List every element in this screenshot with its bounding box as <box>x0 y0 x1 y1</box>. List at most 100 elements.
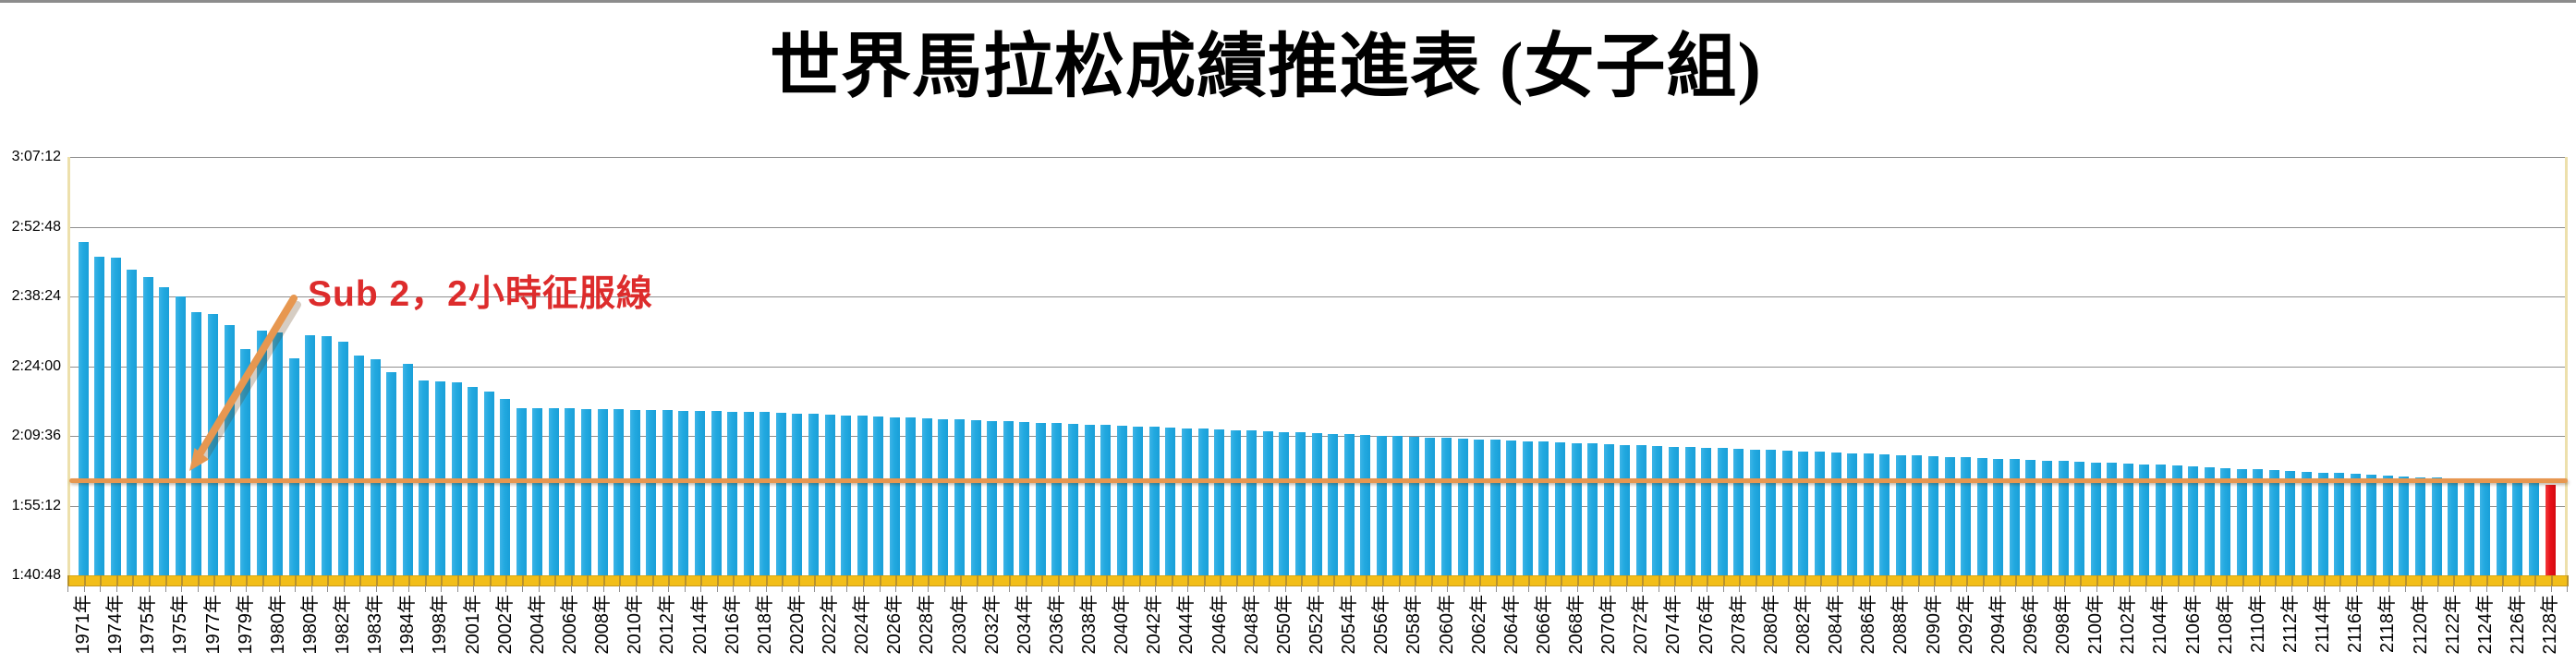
bar <box>1019 422 1030 575</box>
axis-band-separator <box>1074 575 1076 586</box>
bar <box>386 372 397 575</box>
x-axis-label: 2110年 <box>2247 595 2268 654</box>
bar <box>159 287 170 575</box>
axis-band-separator <box>1430 575 1433 586</box>
bar <box>175 296 186 575</box>
x-axis-tick <box>1576 586 1578 592</box>
bar <box>1392 436 1403 575</box>
bar <box>500 398 511 575</box>
axis-band-separator <box>2453 575 2456 586</box>
bar <box>1084 424 1095 575</box>
bar <box>987 420 998 575</box>
x-axis-tick <box>830 586 832 592</box>
x-axis-label: 2088年 <box>1890 595 1912 655</box>
x-axis-label: 2090年 <box>1923 595 1944 655</box>
axis-band-separator <box>1220 575 1222 586</box>
axis-band-separator <box>2161 575 2164 586</box>
x-axis-tick <box>456 586 458 592</box>
x-axis-tick <box>1496 586 1497 592</box>
axis-band-separator <box>684 575 687 586</box>
bar <box>629 409 640 575</box>
x-axis-tick <box>2567 586 2569 592</box>
x-axis-tick <box>83 586 85 592</box>
bar <box>354 355 365 575</box>
bar <box>1328 433 1339 575</box>
x-axis-label: 2048年 <box>1241 595 1262 655</box>
bar <box>1652 445 1663 575</box>
bar <box>954 419 966 575</box>
bar <box>305 334 316 575</box>
bar <box>2058 461 2069 575</box>
axis-band-separator <box>149 575 152 586</box>
axis-band-separator <box>1252 575 1255 586</box>
x-axis-label: 2128年 <box>2540 595 2561 655</box>
axis-band-separator <box>1853 575 1855 586</box>
bar <box>127 270 138 575</box>
bar <box>597 408 608 575</box>
axis-band-separator <box>1089 575 1092 586</box>
bar <box>1944 456 1955 575</box>
axis-band-separator <box>1561 575 1563 586</box>
bar <box>240 348 251 575</box>
x-axis-label: 1977年 <box>202 595 224 655</box>
axis-band-separator <box>456 575 459 586</box>
axis-band-separator <box>862 575 865 586</box>
x-axis-tick <box>651 586 653 592</box>
bar <box>2431 477 2442 575</box>
axis-band-separator <box>619 575 622 586</box>
bar <box>1522 441 1533 575</box>
x-axis-tick <box>2129 586 2131 592</box>
x-axis-tick <box>1999 586 2000 592</box>
bar <box>889 417 900 575</box>
x-axis-tick <box>1869 586 1871 592</box>
x-axis-tick <box>748 586 750 592</box>
x-axis-tick <box>392 586 394 592</box>
axis-band-separator <box>392 575 395 586</box>
bar <box>2236 468 2247 575</box>
axis-band-separator <box>2177 575 2180 586</box>
axis-band-separator <box>1041 575 1044 586</box>
bar <box>256 330 267 575</box>
axis-band-separator <box>2518 575 2521 586</box>
x-axis-tick <box>115 586 117 592</box>
bar <box>2188 466 2199 575</box>
bar <box>1815 452 1826 575</box>
x-axis-tick <box>2177 586 2179 592</box>
bar <box>1311 432 1322 575</box>
x-axis-tick <box>765 586 767 592</box>
x-axis-label: 2008年 <box>592 595 614 655</box>
x-axis-label: 2054年 <box>1339 595 1360 655</box>
axis-band-separator <box>100 575 103 586</box>
bar <box>78 241 89 575</box>
x-axis-tick <box>636 586 637 592</box>
x-axis-tick <box>570 586 572 592</box>
bar <box>2334 473 2345 575</box>
x-axis-tick <box>814 586 816 592</box>
x-axis-label: 1983年 <box>365 595 386 655</box>
x-axis-tick <box>2388 586 2390 592</box>
x-axis-tick <box>1544 586 1546 592</box>
x-axis-tick <box>862 586 864 592</box>
x-axis-tick <box>1885 586 1887 592</box>
x-axis-tick <box>1966 586 1968 592</box>
x-axis-tick <box>408 586 410 592</box>
axis-band-separator <box>197 575 200 586</box>
bar <box>873 417 884 575</box>
bar <box>1766 450 1777 575</box>
bar <box>646 410 657 575</box>
x-axis-label: 2112年 <box>2279 595 2301 654</box>
x-axis-tick <box>943 586 945 592</box>
bar <box>857 416 868 575</box>
axis-band-separator <box>2047 575 2050 586</box>
axis-band-separator <box>879 575 881 586</box>
axis-band-separator <box>554 575 557 586</box>
x-axis-tick <box>1366 586 1367 592</box>
x-axis-tick <box>1301 586 1303 592</box>
x-axis-tick <box>2339 586 2341 592</box>
axis-band-separator <box>1479 575 1482 586</box>
axis-band-separator <box>636 575 638 586</box>
x-axis-label: 2086年 <box>1858 595 1879 655</box>
y-axis-line <box>67 157 70 585</box>
x-axis-tick <box>1155 586 1157 592</box>
axis-band-separator <box>1917 575 1920 586</box>
